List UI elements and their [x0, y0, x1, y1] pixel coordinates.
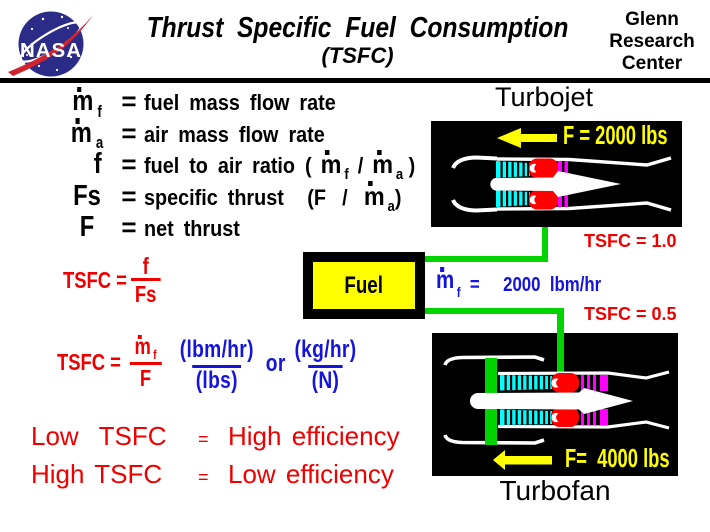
center-body	[490, 171, 621, 197]
turbojet-engine-schematic	[451, 155, 672, 213]
inlet-lip-top	[451, 155, 498, 169]
header-divider	[0, 78, 710, 83]
turbofan-engine-icon	[443, 333, 670, 470]
definition-text: fuel mass flow rate	[144, 90, 336, 115]
definition-text: fuel to air ratio (m f / m a)	[144, 149, 416, 184]
turbofan-tsfc-value: TSFC = 0.5	[584, 304, 677, 324]
definition-f: f = fuel to air ratio (m f / m a)	[60, 148, 445, 183]
fraction-f-over-fs: f Fs	[130, 253, 161, 307]
definition-text: specific thrust (F / m a)	[144, 180, 402, 215]
equals-sign: =	[198, 429, 209, 449]
logo-text: NASA	[20, 39, 82, 62]
turbojet-engine-icon	[451, 128, 672, 213]
definition-text: net thrust	[144, 216, 240, 241]
fraction-denominator: F	[129, 362, 162, 390]
turbojet-label: Turbojet	[494, 82, 594, 112]
fraction-denominator: (N)	[308, 364, 343, 393]
center-body	[470, 388, 633, 414]
turbofan-diagram: F= 4000 lbs	[432, 333, 678, 476]
turbine-section	[581, 375, 608, 425]
logo-swoosh	[8, 15, 93, 76]
org-line-3: Center	[621, 53, 683, 74]
turbojet-thrust-label: F = 2000 lbs	[563, 122, 668, 150]
compressor-stripes	[504, 375, 551, 425]
org-line-1: Glenn	[625, 9, 679, 30]
logo-stars	[26, 15, 73, 72]
conclusions: Low TSFC = High efficiency High TSFC = L…	[31, 421, 400, 496]
equals-sign: =	[121, 149, 137, 179]
conclusion-low-tsfc: Low TSFC = High efficiency	[31, 421, 400, 459]
compressor-stripes	[500, 161, 530, 207]
symbol-fs: Fs	[73, 179, 101, 212]
equals-sign: =	[121, 212, 137, 242]
turbojet-diagram: F = 2000 lbs	[431, 121, 682, 227]
conclusion-high-tsfc: High TSFC = Low efficiency	[31, 459, 400, 497]
page-subtitle: (TSFC)	[321, 43, 394, 68]
turbine-section	[558, 161, 568, 207]
fuel-line-turbojet-vertical	[542, 227, 548, 261]
definition-fs: Fs = specific thrust (F / m a)	[60, 179, 445, 215]
definition-thrust: F = net thrust	[60, 211, 445, 244]
combustor-bottom	[529, 190, 558, 210]
fuel-tank-box: Fuel	[303, 252, 425, 319]
page-title: Thrust Specific Fuel Consumption	[146, 12, 569, 44]
turbofan-engine-schematic	[443, 355, 670, 445]
combustor-bottom	[551, 407, 579, 427]
fraction-numerator: (lbm/hr)	[179, 335, 254, 363]
cowl-top	[496, 156, 672, 167]
fraction-denominator: (lbs)	[192, 364, 242, 393]
conclusion-rhs: High efficiency	[228, 421, 400, 451]
fraction-kg-units: (kg/hr) (N)	[291, 335, 359, 393]
symbol-f: f	[93, 148, 102, 180]
fuel-line-turbojet-horizontal	[424, 256, 548, 262]
conclusion-lhs: High TSFC	[31, 458, 163, 489]
conclusion-rhs: Low efficiency	[228, 458, 394, 489]
fuel-line-turbofan-horizontal	[424, 308, 564, 314]
definition-text: air mass flow rate	[144, 121, 325, 147]
inlet-lip-bottom	[451, 199, 498, 213]
fuel-line-into-combustor	[557, 333, 564, 379]
or-text: or	[265, 350, 286, 378]
fraction-denominator: Fs	[130, 278, 161, 307]
conclusion-lhs: Low TSFC	[31, 421, 167, 451]
core-cowl-top	[497, 370, 670, 380]
turbofan-thrust-label: F= 4000 lbs	[565, 445, 670, 473]
turbofan-label: Turbofan	[499, 475, 611, 506]
fan-cowl-top	[443, 355, 545, 366]
symbol-thrust: F	[79, 211, 95, 243]
turbojet-tsfc-value: TSFC = 1.0	[584, 231, 677, 251]
core-cowl-bottom	[497, 420, 670, 430]
fuel-label: Fuel	[344, 271, 384, 299]
equals-sign: =	[198, 466, 209, 487]
fan-cowl-bottom	[443, 434, 545, 445]
equals-sign: =	[121, 180, 137, 211]
equation-lhs: TSFC =	[57, 348, 121, 375]
fraction-numerator: f	[142, 253, 149, 279]
combustor-top	[551, 373, 579, 393]
equals-sign: =	[121, 117, 137, 148]
equals-sign: =	[121, 86, 137, 116]
thrust-arrow-icon	[493, 450, 552, 470]
fraction-lbm-units: (lbm/hr) (lbs)	[177, 335, 257, 393]
equation-lhs: TSFC =	[63, 266, 127, 293]
org-line-2: Research	[609, 31, 695, 52]
combustor-top	[529, 158, 558, 178]
cowl-bottom	[496, 201, 672, 212]
tsfc-equation-1: TSFC = f Fs	[63, 253, 161, 307]
nasa-logo-icon: NASA	[8, 11, 93, 77]
fraction-numerator: (kg/hr)	[294, 335, 357, 363]
fuel-line-turbofan-vertical	[557, 308, 564, 334]
thrust-arrow-icon	[497, 128, 557, 148]
org-name: Glenn Research Center	[598, 9, 706, 75]
